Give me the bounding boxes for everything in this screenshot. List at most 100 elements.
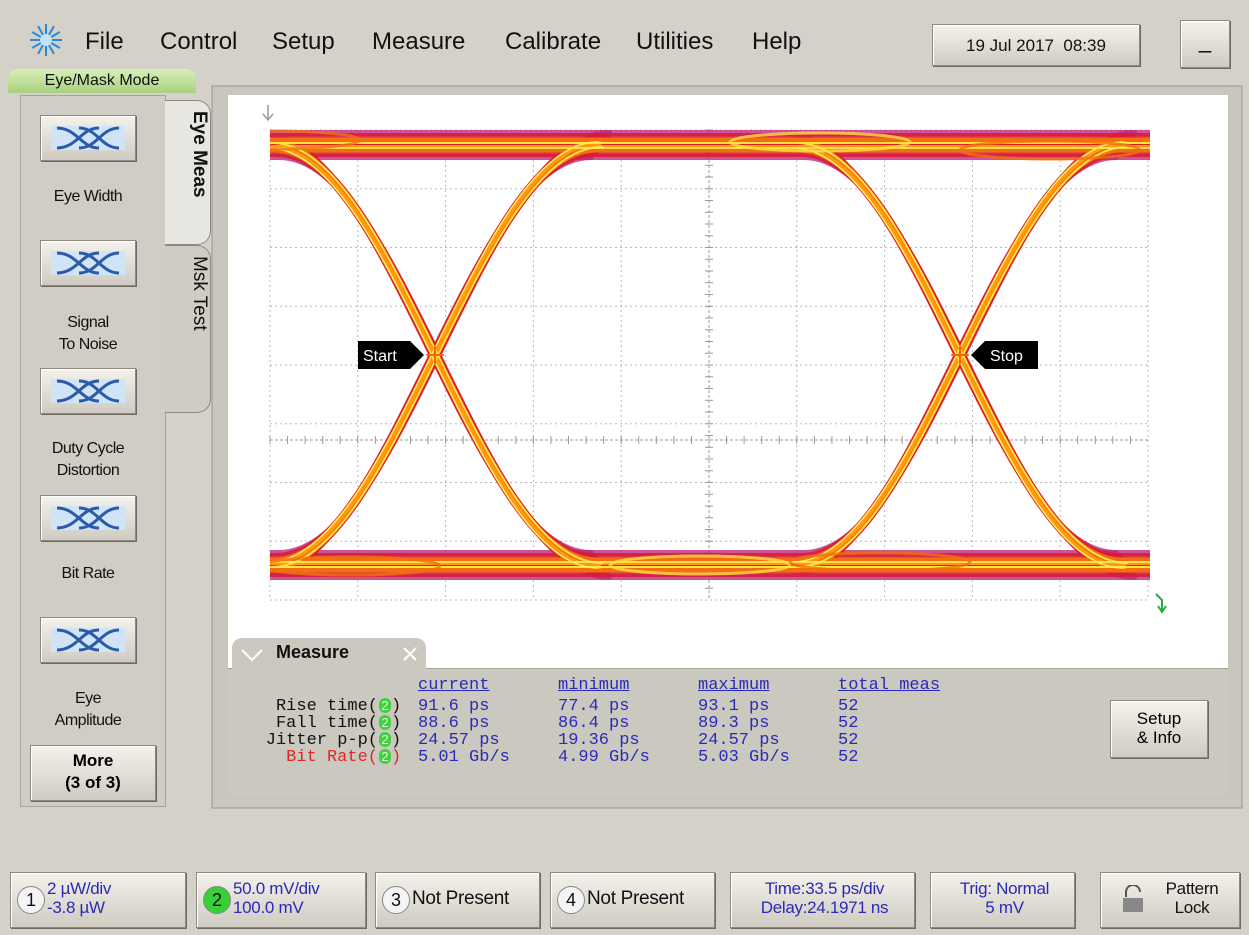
menu-item[interactable]: Setup <box>272 28 335 55</box>
logo-spark <box>30 24 62 56</box>
rail-noise <box>788 551 972 573</box>
measure-close: ) <box>391 697 402 716</box>
rail-noise <box>728 131 912 153</box>
tool-label: Eye Width <box>53 188 123 205</box>
more-page: (3 of 3) <box>65 773 121 792</box>
stop-marker <box>971 341 1038 369</box>
crossing-mark <box>951 346 969 364</box>
tool-button[interactable] <box>40 495 136 541</box>
more-button[interactable]: More (3 of 3) <box>30 745 156 801</box>
start-marker <box>358 341 424 369</box>
measure-value: 5.03 Gb/s <box>698 748 790 767</box>
measure-value: 5.01 Gb/s <box>418 748 510 767</box>
status-text: Not Present <box>412 888 510 909</box>
measure-close: ) <box>391 714 402 733</box>
lock-icon <box>1123 885 1143 912</box>
status-text: 5 mV <box>985 898 1024 917</box>
measure-value: 24.57 ps <box>698 731 780 750</box>
rail-noise <box>958 139 1142 161</box>
status-button[interactable]: Time:33.5 ps/div Delay:24.1971 ns <box>730 872 915 928</box>
status-text: 50.0 mV/div <box>233 879 320 898</box>
measure-close: ) <box>391 731 402 750</box>
measure-value: 91.6 ps <box>418 697 490 716</box>
menu-item[interactable]: Utilities <box>636 28 714 55</box>
measure-value: 86.4 ps <box>558 714 630 733</box>
measure-label: Fall time( <box>275 714 378 733</box>
measure-value: 4.99 Gb/s <box>558 748 650 767</box>
tool-icon <box>51 628 125 652</box>
rail-noise <box>270 129 362 151</box>
measure-label: Jitter p-p( <box>265 731 378 750</box>
menu-item[interactable]: Measure <box>372 28 466 55</box>
status-button[interactable]: 2 50.0 mV/div 100.0 mV <box>196 872 366 928</box>
status-text: Not Present <box>587 888 685 909</box>
side-tab[interactable]: Eye Meas <box>165 100 211 245</box>
measure-value: 77.4 ps <box>558 697 630 716</box>
status-text: Pattern <box>1165 879 1219 898</box>
measure-value: 88.6 ps <box>418 714 490 733</box>
side-tab[interactable]: Msk Test <box>165 245 211 413</box>
measure-value: 19.36 ps <box>558 731 640 750</box>
measure-value: 52 <box>838 748 859 767</box>
measure-header: total meas <box>838 676 941 695</box>
status-button[interactable]: Trig: Normal 5 mV <box>930 872 1075 928</box>
tool-label: To Noise <box>58 336 118 353</box>
tool-button[interactable] <box>40 240 136 286</box>
status-text: Delay:24.1971 ns <box>760 898 889 917</box>
tool-label: Duty Cycle <box>51 440 125 457</box>
setup-info-button[interactable]: Setup & Info <box>1110 700 1208 758</box>
measure-header: minimum <box>558 676 630 695</box>
channel-circle: 4 <box>557 886 585 914</box>
channel-circle: 2 <box>203 886 231 914</box>
tool-button[interactable] <box>40 115 136 161</box>
tool-label: Bit Rate <box>61 565 115 582</box>
tool-icon <box>51 506 125 530</box>
tool-icon <box>51 379 125 403</box>
status-button[interactable]: 4 Not Present <box>550 872 715 928</box>
measure-value: 52 <box>838 731 859 750</box>
tool-button[interactable] <box>40 617 136 663</box>
status-text: -3.8 µW <box>47 898 105 917</box>
status-text: 2 µW/div <box>47 879 112 898</box>
channel-circle: 3 <box>382 886 410 914</box>
measure-label: Rise time( <box>275 697 378 716</box>
measure-value: 52 <box>838 697 859 716</box>
status-text: 100.0 mV <box>233 898 304 917</box>
tool-label: Amplitude <box>54 712 122 729</box>
measure-panel <box>228 668 1228 796</box>
menu-item[interactable]: Calibrate <box>505 28 602 55</box>
crossing-mark <box>426 346 444 364</box>
status-button[interactable]: 3 Not Present <box>375 872 540 928</box>
eye-trace <box>270 141 1150 569</box>
channel-badge: 2 <box>379 698 391 713</box>
channel-badge: 2 <box>379 715 391 730</box>
level-arrow <box>1155 593 1167 614</box>
tool-button[interactable] <box>40 368 136 414</box>
measure-value: 89.3 ps <box>698 714 770 733</box>
eye-trace <box>270 142 1150 568</box>
measure-header: maximum <box>698 676 770 695</box>
menu-item[interactable]: File <box>85 28 124 55</box>
status-text: Time:33.5 ps/div <box>764 879 885 898</box>
start-label: Start <box>363 348 397 365</box>
menu-item[interactable]: Control <box>160 28 238 55</box>
measure-value: 24.57 ps <box>418 731 500 750</box>
measure-tab-icons <box>241 647 417 662</box>
measure-tab: Measure <box>232 638 426 670</box>
datetime: 19 Jul 2017 08:39 <box>932 24 1140 66</box>
rail-noise <box>608 554 792 576</box>
tool-label: Distortion <box>56 462 120 479</box>
menu-item[interactable]: Help <box>752 28 802 55</box>
status-text: Trig: Normal <box>959 879 1050 898</box>
setup-label: & Info <box>1136 728 1182 747</box>
status-text: Lock <box>1174 898 1210 917</box>
status-button[interactable]: Pattern Lock <box>1100 872 1240 928</box>
minimize-button[interactable]: _ <box>1180 20 1230 68</box>
agilent-logo <box>28 22 64 58</box>
tool-label: Signal <box>67 314 109 331</box>
left-panel <box>20 95 166 807</box>
measure-header: current <box>418 676 490 695</box>
tool-label: Eye <box>74 690 102 707</box>
tool-icon <box>51 126 125 150</box>
